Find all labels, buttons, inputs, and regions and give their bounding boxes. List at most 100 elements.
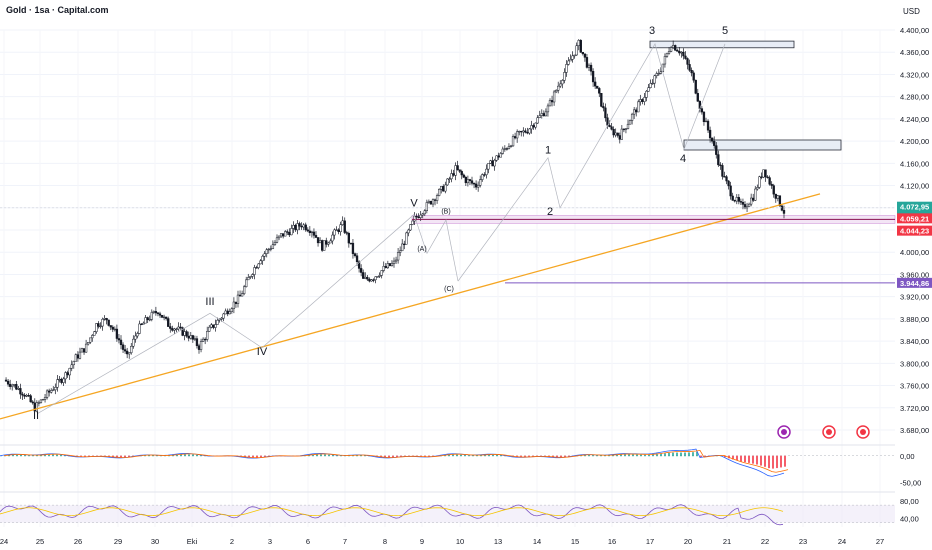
candle-body [581, 51, 584, 55]
candle-body [91, 335, 94, 339]
candle-body [337, 229, 340, 233]
price-tag-label: 4.072,95 [900, 203, 929, 212]
candle-body [741, 201, 745, 205]
grid [0, 29, 895, 527]
wave-label: 5 [722, 25, 728, 37]
macd-bar [196, 454, 198, 457]
price-tag [897, 225, 932, 236]
candle-body [97, 323, 100, 327]
candle-body [9, 383, 12, 387]
macd-bar [384, 455, 386, 458]
candle-body [111, 326, 114, 330]
macd-bar [600, 455, 602, 457]
rsi-ma-line [0, 507, 784, 517]
x-tick-label: 8 [383, 537, 387, 546]
candle-body [620, 128, 623, 140]
macd-bar [64, 455, 66, 457]
candle-body [220, 317, 223, 320]
candle-body [489, 160, 492, 164]
x-tick-label: 2 [230, 537, 234, 546]
x-tick-label: 26 [74, 537, 82, 546]
candle-body [518, 130, 521, 133]
candle-body [68, 367, 71, 376]
candle-body [103, 318, 106, 320]
candle-body [382, 265, 385, 271]
candle-body [667, 51, 671, 54]
candle-body [770, 183, 773, 186]
rsi-tick-label: 80,00 [900, 497, 919, 506]
macd-bar [472, 455, 474, 457]
candle-body [704, 120, 708, 123]
candle-body [87, 342, 90, 345]
candle-body [602, 106, 605, 109]
candle-body [19, 388, 22, 395]
y-tick-label: 4.280,00 [900, 93, 929, 102]
macd-bar [500, 455, 502, 457]
macd-bar [688, 452, 690, 457]
candle-body [464, 176, 467, 184]
macd-bar [592, 455, 594, 457]
candle-body [466, 179, 470, 184]
candle-body [448, 178, 451, 180]
candle-body [651, 82, 654, 85]
macd-bar [556, 455, 558, 458]
candle-body [750, 197, 753, 205]
candle-body [62, 378, 65, 383]
candle-body [82, 348, 86, 353]
candle-body [140, 323, 143, 326]
candle-body [58, 378, 61, 381]
macd-bar [460, 454, 462, 457]
macd-bar [116, 455, 118, 458]
candle-body [316, 237, 320, 244]
event-icons [777, 425, 870, 439]
macd-bar [8, 454, 10, 457]
candle-body [325, 240, 328, 245]
candle-body [780, 205, 784, 211]
x-tick-label: 9 [420, 537, 424, 546]
candle-body [169, 326, 172, 329]
price-tag-label: 4.059,21 [900, 214, 929, 223]
candle-body [318, 240, 322, 244]
candle-body [357, 261, 361, 269]
candle-body [204, 338, 207, 341]
candle-body [199, 341, 203, 350]
candle-body [647, 87, 650, 92]
candle-body [345, 232, 348, 234]
macd-bar [584, 455, 586, 457]
candle-body [417, 216, 420, 218]
candle-body [351, 242, 355, 254]
candle-body [591, 71, 595, 83]
candle-body [290, 228, 293, 236]
candle-body [721, 165, 724, 177]
candle-body [696, 93, 699, 102]
x-tick-label: 24 [838, 537, 846, 546]
macd-bar [332, 454, 334, 457]
candle-body [425, 202, 428, 211]
macd-bar [776, 455, 778, 469]
candle-body [501, 148, 504, 154]
candle-body [729, 185, 732, 197]
candle-body [349, 242, 353, 245]
candle-body [288, 231, 291, 236]
y-tick-label: 3.920,00 [900, 293, 929, 302]
macd-bar [40, 455, 42, 457]
candle-body [442, 186, 445, 192]
candle-body [396, 252, 400, 261]
candle-body [708, 129, 712, 139]
candle-body [25, 395, 28, 397]
candle-body [160, 315, 164, 318]
y-tick-label: 3.800,00 [900, 359, 929, 368]
x-tick-label: 24 [0, 537, 8, 546]
price-tag-label: 3.944,86 [900, 279, 929, 288]
macd-bar [492, 454, 494, 457]
x-tick-label: 13 [494, 537, 502, 546]
macd-bar [256, 455, 258, 458]
macd-bar [348, 455, 350, 457]
candle-body [618, 135, 621, 140]
candle-body [362, 272, 365, 279]
candle-body [622, 128, 626, 131]
candle-body [265, 249, 268, 254]
candle-body [341, 220, 344, 225]
candle-body [635, 109, 638, 113]
